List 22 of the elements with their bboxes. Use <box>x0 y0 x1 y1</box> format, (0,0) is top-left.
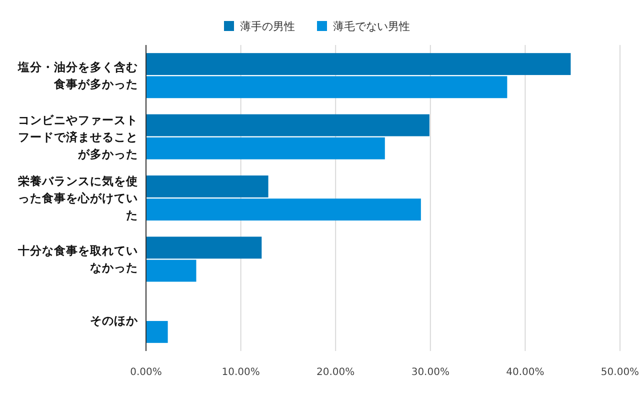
bar <box>146 76 508 98</box>
bar <box>146 137 385 160</box>
x-tick-label: 30.00% <box>411 367 450 378</box>
x-tick-label: 10.00% <box>222 367 260 378</box>
x-tick-label: 50.00% <box>600 367 640 378</box>
y-tick-label: コンビニやファーストフードで済ませることが多かった <box>18 112 138 161</box>
x-tick-label: 20.00% <box>316 367 355 378</box>
y-tick-label: 十分な食事を取れていなかった <box>17 244 138 275</box>
y-tick-label: 栄養バランスに気を使った食事を心がけていた <box>18 174 138 222</box>
bar <box>146 260 196 282</box>
bar <box>146 320 168 343</box>
bar <box>146 198 421 221</box>
bar <box>146 236 262 259</box>
bar <box>146 175 268 198</box>
y-tick-label: そのほか <box>90 313 139 328</box>
x-tick-label: 40.00% <box>506 367 544 378</box>
x-tick-label: 0.00% <box>130 367 162 378</box>
legend-label: 薄手の男性 <box>240 20 295 33</box>
bar <box>146 114 430 136</box>
bar <box>146 53 571 76</box>
y-tick-label: 塩分・油分を多く含む食事が多かった <box>17 60 138 92</box>
legend-label: 薄毛でない男性 <box>333 20 410 33</box>
